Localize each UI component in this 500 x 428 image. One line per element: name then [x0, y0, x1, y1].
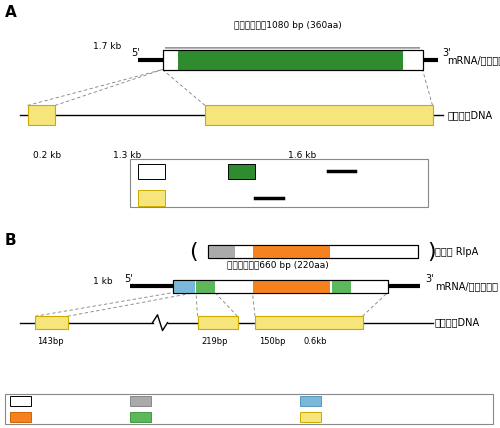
Text: ): )	[428, 242, 436, 262]
Text: コード領域：660 bp (220aa): コード領域：660 bp (220aa)	[226, 261, 328, 270]
Bar	[208, 245, 418, 258]
Text: 3': 3'	[442, 48, 451, 57]
Bar	[205, 105, 432, 125]
Text: イントロン　/スペーサー: イントロン /スペーサー	[404, 412, 460, 421]
Text: ゲノム　DNA: ゲノム DNA	[448, 110, 492, 120]
Text: 非翻訳領域: 非翻訳領域	[361, 167, 386, 176]
Bar	[130, 396, 151, 406]
Text: コード領域：1080 bp (360aa): コード領域：1080 bp (360aa)	[234, 21, 342, 30]
Bar	[208, 245, 235, 258]
Text: 0.6kb: 0.6kb	[303, 337, 327, 346]
Bar	[300, 396, 321, 406]
Bar	[172, 280, 195, 293]
Bar	[172, 280, 388, 293]
Text: 1.7 kb: 1.7 kb	[94, 42, 122, 51]
Bar	[138, 190, 165, 205]
Bar	[138, 163, 165, 179]
Bar	[252, 245, 330, 258]
Text: 5': 5'	[124, 274, 132, 284]
Bar	[130, 412, 151, 422]
Bar	[198, 316, 237, 329]
Text: コード領域: コード領域	[171, 167, 196, 176]
Bar	[172, 280, 388, 293]
Bar	[28, 105, 55, 125]
Text: コード領域: コード領域	[37, 397, 61, 406]
Text: 1.3 kb: 1.3 kb	[114, 151, 141, 160]
Text: エクソン: エクソン	[171, 193, 191, 202]
Text: 143bp: 143bp	[36, 337, 64, 346]
Text: B: B	[5, 233, 16, 248]
Text: 3': 3'	[425, 274, 434, 284]
Bar	[255, 316, 362, 329]
Bar	[178, 51, 402, 69]
Bar	[228, 163, 255, 179]
Text: LdcAドメイン: LdcAドメイン	[261, 167, 302, 176]
Bar	[35, 316, 68, 329]
Text: mRNA/タンパク質: mRNA/タンパク質	[435, 281, 498, 291]
Bar	[208, 245, 418, 258]
Text: 原核生物型ドメイン: 原核生物型ドメイン	[37, 412, 80, 421]
Bar	[196, 280, 215, 293]
Text: 5': 5'	[131, 48, 140, 57]
Bar	[5, 394, 492, 424]
Text: 150bp: 150bp	[259, 337, 286, 346]
Bar	[300, 412, 321, 422]
Bar	[130, 159, 428, 207]
Text: エクソン: エクソン	[327, 412, 346, 421]
Text: ゲノム　DNA: ゲノム DNA	[435, 318, 480, 328]
Text: mRNA/タンパク質: mRNA/タンパク質	[448, 55, 500, 65]
Text: 非翻訳領域: 非翻訳領域	[257, 412, 281, 421]
Text: 1 kb: 1 kb	[92, 277, 112, 286]
Text: (: (	[189, 242, 198, 262]
Bar	[332, 280, 350, 293]
Bar	[162, 51, 422, 69]
Text: イントロン　/スペーサー: イントロン /スペーサー	[288, 193, 346, 202]
Text: 1.6 kb: 1.6 kb	[288, 151, 316, 160]
Bar	[162, 51, 422, 69]
Text: A: A	[5, 5, 17, 20]
Text: 0.2 kb: 0.2 kb	[34, 151, 62, 160]
Text: 真核生物型シグナル配列: 真核生物型シグナル配列	[327, 397, 380, 406]
Text: 真核生物型モチーフ: 真核生物型モチーフ	[157, 412, 200, 421]
Bar	[10, 396, 31, 406]
Text: 大腸菌 RlpA: 大腸菌 RlpA	[435, 247, 478, 257]
Bar	[10, 412, 31, 422]
Text: 219bp: 219bp	[202, 337, 228, 346]
Bar	[252, 280, 330, 293]
Text: 原核生物型シグナル配列: 原核生物型シグナル配列	[157, 397, 209, 406]
